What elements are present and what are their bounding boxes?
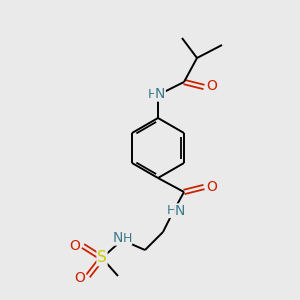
Text: O: O <box>75 271 86 285</box>
Text: H: H <box>147 88 157 100</box>
Text: O: O <box>70 239 80 253</box>
Text: S: S <box>97 250 107 266</box>
Text: O: O <box>207 79 218 93</box>
Text: N: N <box>155 87 165 101</box>
Text: H: H <box>122 232 132 244</box>
Text: N: N <box>113 231 123 245</box>
Text: O: O <box>207 180 218 194</box>
Text: H: H <box>166 205 176 218</box>
Text: N: N <box>175 204 185 218</box>
